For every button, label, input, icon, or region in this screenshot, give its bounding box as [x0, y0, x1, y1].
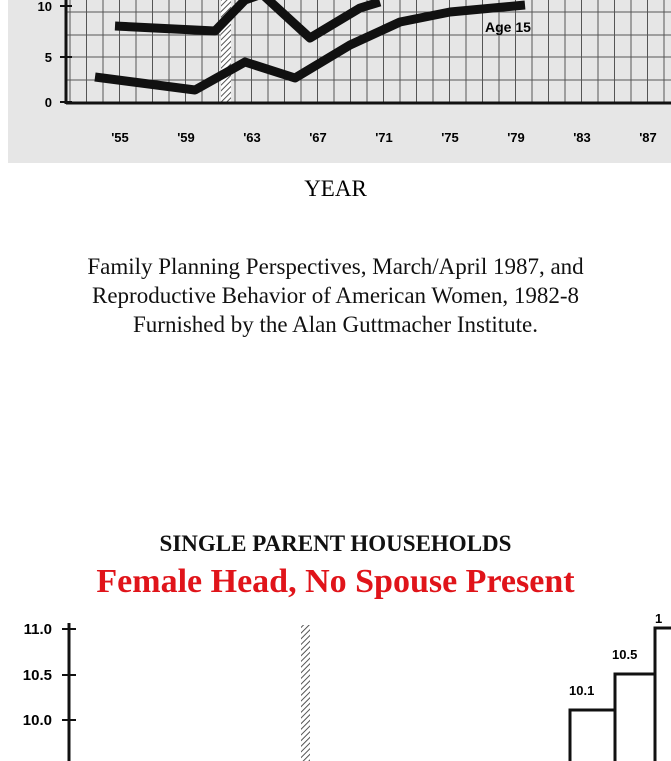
x-tick-label: '55 — [111, 130, 129, 145]
age-15-line — [94, 0, 526, 95]
upper-line — [114, 0, 382, 43]
source-line: Family Planning Perspectives, March/Apri… — [87, 254, 584, 279]
y-tick-label: 11.0 — [24, 621, 52, 638]
hatched-bar — [221, 0, 231, 103]
value-label: 10.5 — [612, 647, 637, 662]
hatched-bar — [301, 625, 310, 761]
top-chart: Age 15 10 5 0 '55 '59 '63 '67 '71 '75 '79 '83 '87 — [8, 0, 671, 163]
x-tick-label: '79 — [507, 130, 525, 145]
x-tick-label: '59 — [177, 130, 195, 145]
x-tick-label: '83 — [573, 130, 591, 145]
bottom-chart: 11.0 10.5 10.0 10.1 10.5 1 — [23, 611, 671, 761]
source-line: Reproductive Behavior of American Women,… — [92, 283, 579, 308]
x-tick-label: '67 — [309, 130, 327, 145]
y-tick-label: 10 — [38, 0, 52, 14]
x-tick-label: '63 — [243, 130, 261, 145]
bottom-title: SINGLE PARENT HOUSEHOLDS — [159, 531, 512, 556]
value-label: 1 — [655, 611, 662, 626]
source-line: Furnished by the Alan Guttmacher Institu… — [133, 312, 538, 337]
y-tick-label: 10.0 — [23, 712, 52, 729]
x-axis-label: YEAR — [304, 176, 367, 201]
y-tick-label: 0 — [45, 95, 52, 110]
x-tick-label: '87 — [639, 130, 657, 145]
y-tick-label: 5 — [45, 50, 52, 65]
step-bars — [568, 626, 671, 761]
x-tick-label: '75 — [441, 130, 459, 145]
x-tick-label: '71 — [375, 130, 393, 145]
y-tick-label: 10.5 — [23, 667, 52, 684]
grid — [66, 0, 671, 103]
value-label: 10.1 — [569, 683, 594, 698]
annotation: Age 15 — [485, 19, 531, 35]
bottom-subtitle: Female Head, No Spouse Present — [96, 563, 575, 600]
